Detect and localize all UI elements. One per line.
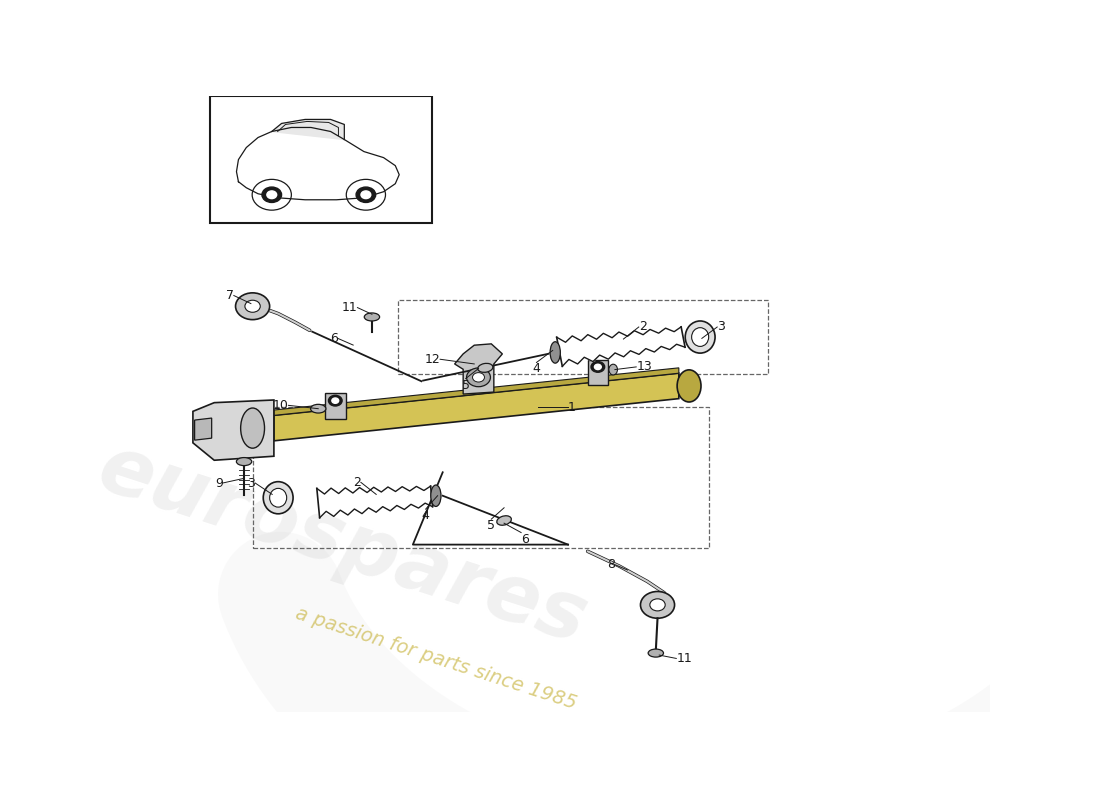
Circle shape [361, 191, 371, 198]
Circle shape [332, 398, 339, 403]
Text: eurospares: eurospares [88, 429, 596, 660]
Ellipse shape [477, 363, 493, 372]
Text: 5: 5 [462, 378, 470, 391]
Text: 1: 1 [568, 401, 576, 414]
Circle shape [640, 591, 674, 618]
Polygon shape [454, 344, 503, 394]
Circle shape [267, 191, 277, 198]
Ellipse shape [270, 488, 287, 507]
Ellipse shape [685, 321, 715, 353]
Text: 2: 2 [353, 476, 361, 489]
Bar [326, 394, 345, 418]
Circle shape [650, 599, 666, 611]
Ellipse shape [310, 404, 326, 413]
Polygon shape [272, 119, 344, 139]
Polygon shape [317, 486, 432, 518]
Polygon shape [236, 127, 399, 200]
Text: 7: 7 [226, 289, 234, 302]
Text: 6: 6 [330, 332, 338, 345]
Text: 9: 9 [214, 477, 222, 490]
Bar [210, 96, 431, 223]
Circle shape [245, 300, 261, 312]
Text: 6: 6 [521, 533, 529, 546]
Circle shape [466, 368, 491, 386]
Ellipse shape [648, 649, 663, 657]
Ellipse shape [609, 364, 617, 375]
Circle shape [473, 373, 484, 382]
Text: 13: 13 [636, 361, 652, 374]
Text: 11: 11 [342, 301, 358, 314]
Text: 4: 4 [421, 509, 430, 522]
Circle shape [591, 362, 605, 372]
Polygon shape [274, 373, 679, 441]
Circle shape [262, 187, 282, 202]
Ellipse shape [550, 342, 560, 363]
Text: 10: 10 [273, 399, 288, 412]
Bar [397, 300, 768, 374]
Text: 4: 4 [532, 362, 540, 375]
Text: 3: 3 [248, 477, 255, 490]
Text: 3: 3 [717, 321, 725, 334]
Bar [253, 407, 708, 548]
Ellipse shape [692, 328, 708, 346]
Polygon shape [192, 400, 274, 460]
Circle shape [346, 179, 385, 210]
Text: 2: 2 [639, 321, 647, 334]
Circle shape [235, 293, 270, 320]
Text: 5: 5 [487, 519, 495, 532]
Circle shape [252, 179, 292, 210]
Text: 11: 11 [676, 652, 692, 665]
Polygon shape [195, 418, 211, 440]
Ellipse shape [678, 370, 701, 402]
Circle shape [329, 395, 342, 406]
Circle shape [356, 187, 376, 202]
Circle shape [594, 364, 602, 370]
Polygon shape [557, 327, 685, 366]
Text: a passion for parts since 1985: a passion for parts since 1985 [293, 604, 579, 713]
Ellipse shape [497, 516, 512, 526]
Polygon shape [274, 368, 679, 415]
Ellipse shape [236, 458, 252, 466]
Bar [587, 359, 608, 385]
Ellipse shape [241, 408, 264, 448]
Ellipse shape [263, 482, 293, 514]
Ellipse shape [431, 485, 441, 506]
Ellipse shape [364, 313, 380, 321]
Text: 8: 8 [607, 558, 615, 571]
Text: 12: 12 [425, 353, 440, 366]
